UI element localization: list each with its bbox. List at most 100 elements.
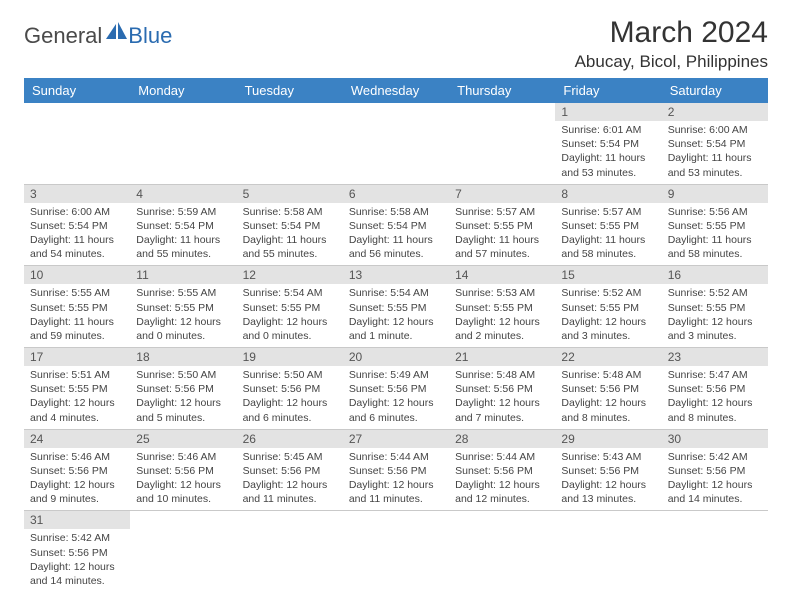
day-cell: 11Sunrise: 5:55 AMSunset: 5:55 PMDayligh… [130,266,236,348]
day-details: Sunrise: 5:42 AMSunset: 5:56 PMDaylight:… [662,448,768,511]
day-number: 30 [662,430,768,448]
day-number: 6 [343,185,449,203]
day-details: Sunrise: 5:50 AMSunset: 5:56 PMDaylight:… [130,366,236,429]
day-details: Sunrise: 6:00 AMSunset: 5:54 PMDaylight:… [24,203,130,266]
day-cell: 20Sunrise: 5:49 AMSunset: 5:56 PMDayligh… [343,348,449,430]
calendar-row: 10Sunrise: 5:55 AMSunset: 5:55 PMDayligh… [24,266,768,348]
day-details: Sunrise: 5:46 AMSunset: 5:56 PMDaylight:… [24,448,130,511]
calendar-row: 1Sunrise: 6:01 AMSunset: 5:54 PMDaylight… [24,103,768,184]
empty-cell [449,511,555,592]
day-details: Sunrise: 5:54 AMSunset: 5:55 PMDaylight:… [343,284,449,347]
day-details: Sunrise: 5:48 AMSunset: 5:56 PMDaylight:… [449,366,555,429]
day-number: 5 [237,185,343,203]
day-number: 3 [24,185,130,203]
day-cell: 6Sunrise: 5:58 AMSunset: 5:54 PMDaylight… [343,184,449,266]
day-number: 25 [130,430,236,448]
day-cell: 13Sunrise: 5:54 AMSunset: 5:55 PMDayligh… [343,266,449,348]
day-number: 15 [555,266,661,284]
empty-cell [555,511,661,592]
day-cell: 24Sunrise: 5:46 AMSunset: 5:56 PMDayligh… [24,429,130,511]
day-details: Sunrise: 5:53 AMSunset: 5:55 PMDaylight:… [449,284,555,347]
day-number: 11 [130,266,236,284]
day-cell: 30Sunrise: 5:42 AMSunset: 5:56 PMDayligh… [662,429,768,511]
weekday-header: Sunday [24,78,130,103]
day-cell: 26Sunrise: 5:45 AMSunset: 5:56 PMDayligh… [237,429,343,511]
day-details: Sunrise: 5:44 AMSunset: 5:56 PMDaylight:… [449,448,555,511]
day-number: 17 [24,348,130,366]
day-cell: 18Sunrise: 5:50 AMSunset: 5:56 PMDayligh… [130,348,236,430]
day-cell: 21Sunrise: 5:48 AMSunset: 5:56 PMDayligh… [449,348,555,430]
header: General Blue March 2024 Abucay, Bicol, P… [24,16,768,72]
day-details: Sunrise: 5:55 AMSunset: 5:55 PMDaylight:… [130,284,236,347]
empty-cell [662,511,768,592]
day-cell: 14Sunrise: 5:53 AMSunset: 5:55 PMDayligh… [449,266,555,348]
day-cell: 27Sunrise: 5:44 AMSunset: 5:56 PMDayligh… [343,429,449,511]
weekday-header: Wednesday [343,78,449,103]
day-details: Sunrise: 5:57 AMSunset: 5:55 PMDaylight:… [449,203,555,266]
empty-cell [237,511,343,592]
day-cell: 10Sunrise: 5:55 AMSunset: 5:55 PMDayligh… [24,266,130,348]
calendar-row: 31Sunrise: 5:42 AMSunset: 5:56 PMDayligh… [24,511,768,592]
day-number: 18 [130,348,236,366]
day-details: Sunrise: 5:42 AMSunset: 5:56 PMDaylight:… [24,529,130,592]
day-cell: 9Sunrise: 5:56 AMSunset: 5:55 PMDaylight… [662,184,768,266]
empty-cell [24,103,130,184]
day-number: 9 [662,185,768,203]
day-number: 2 [662,103,768,121]
day-details: Sunrise: 5:45 AMSunset: 5:56 PMDaylight:… [237,448,343,511]
day-number: 26 [237,430,343,448]
day-details: Sunrise: 5:57 AMSunset: 5:55 PMDaylight:… [555,203,661,266]
day-number: 19 [237,348,343,366]
day-details: Sunrise: 5:52 AMSunset: 5:55 PMDaylight:… [555,284,661,347]
calendar-row: 3Sunrise: 6:00 AMSunset: 5:54 PMDaylight… [24,184,768,266]
day-cell: 17Sunrise: 5:51 AMSunset: 5:55 PMDayligh… [24,348,130,430]
day-details: Sunrise: 5:55 AMSunset: 5:55 PMDaylight:… [24,284,130,347]
day-number: 31 [24,511,130,529]
calendar-row: 17Sunrise: 5:51 AMSunset: 5:55 PMDayligh… [24,348,768,430]
day-details: Sunrise: 5:50 AMSunset: 5:56 PMDaylight:… [237,366,343,429]
day-details: Sunrise: 5:58 AMSunset: 5:54 PMDaylight:… [237,203,343,266]
day-details: Sunrise: 5:46 AMSunset: 5:56 PMDaylight:… [130,448,236,511]
day-number: 12 [237,266,343,284]
day-number: 20 [343,348,449,366]
empty-cell [449,103,555,184]
day-details: Sunrise: 5:48 AMSunset: 5:56 PMDaylight:… [555,366,661,429]
day-cell: 22Sunrise: 5:48 AMSunset: 5:56 PMDayligh… [555,348,661,430]
logo-text-blue: Blue [128,23,172,49]
day-cell: 7Sunrise: 5:57 AMSunset: 5:55 PMDaylight… [449,184,555,266]
day-details: Sunrise: 5:56 AMSunset: 5:55 PMDaylight:… [662,203,768,266]
empty-cell [130,511,236,592]
day-cell: 29Sunrise: 5:43 AMSunset: 5:56 PMDayligh… [555,429,661,511]
weekday-header: Tuesday [237,78,343,103]
weekday-header: Thursday [449,78,555,103]
title-block: March 2024 Abucay, Bicol, Philippines [575,16,768,72]
calendar-table: SundayMondayTuesdayWednesdayThursdayFrid… [24,78,768,592]
day-cell: 8Sunrise: 5:57 AMSunset: 5:55 PMDaylight… [555,184,661,266]
day-number: 13 [343,266,449,284]
day-number: 24 [24,430,130,448]
day-cell: 23Sunrise: 5:47 AMSunset: 5:56 PMDayligh… [662,348,768,430]
month-title: March 2024 [575,16,768,50]
day-number: 23 [662,348,768,366]
day-cell: 25Sunrise: 5:46 AMSunset: 5:56 PMDayligh… [130,429,236,511]
day-number: 16 [662,266,768,284]
day-cell: 15Sunrise: 5:52 AMSunset: 5:55 PMDayligh… [555,266,661,348]
day-details: Sunrise: 5:52 AMSunset: 5:55 PMDaylight:… [662,284,768,347]
day-number: 27 [343,430,449,448]
day-number: 22 [555,348,661,366]
day-details: Sunrise: 6:01 AMSunset: 5:54 PMDaylight:… [555,121,661,184]
day-details: Sunrise: 5:43 AMSunset: 5:56 PMDaylight:… [555,448,661,511]
day-details: Sunrise: 5:44 AMSunset: 5:56 PMDaylight:… [343,448,449,511]
day-cell: 3Sunrise: 6:00 AMSunset: 5:54 PMDaylight… [24,184,130,266]
day-cell: 16Sunrise: 5:52 AMSunset: 5:55 PMDayligh… [662,266,768,348]
day-number: 29 [555,430,661,448]
day-number: 10 [24,266,130,284]
empty-cell [130,103,236,184]
day-cell: 31Sunrise: 5:42 AMSunset: 5:56 PMDayligh… [24,511,130,592]
day-details: Sunrise: 5:47 AMSunset: 5:56 PMDaylight:… [662,366,768,429]
day-number: 21 [449,348,555,366]
day-cell: 28Sunrise: 5:44 AMSunset: 5:56 PMDayligh… [449,429,555,511]
day-number: 8 [555,185,661,203]
day-details: Sunrise: 5:58 AMSunset: 5:54 PMDaylight:… [343,203,449,266]
day-number: 7 [449,185,555,203]
